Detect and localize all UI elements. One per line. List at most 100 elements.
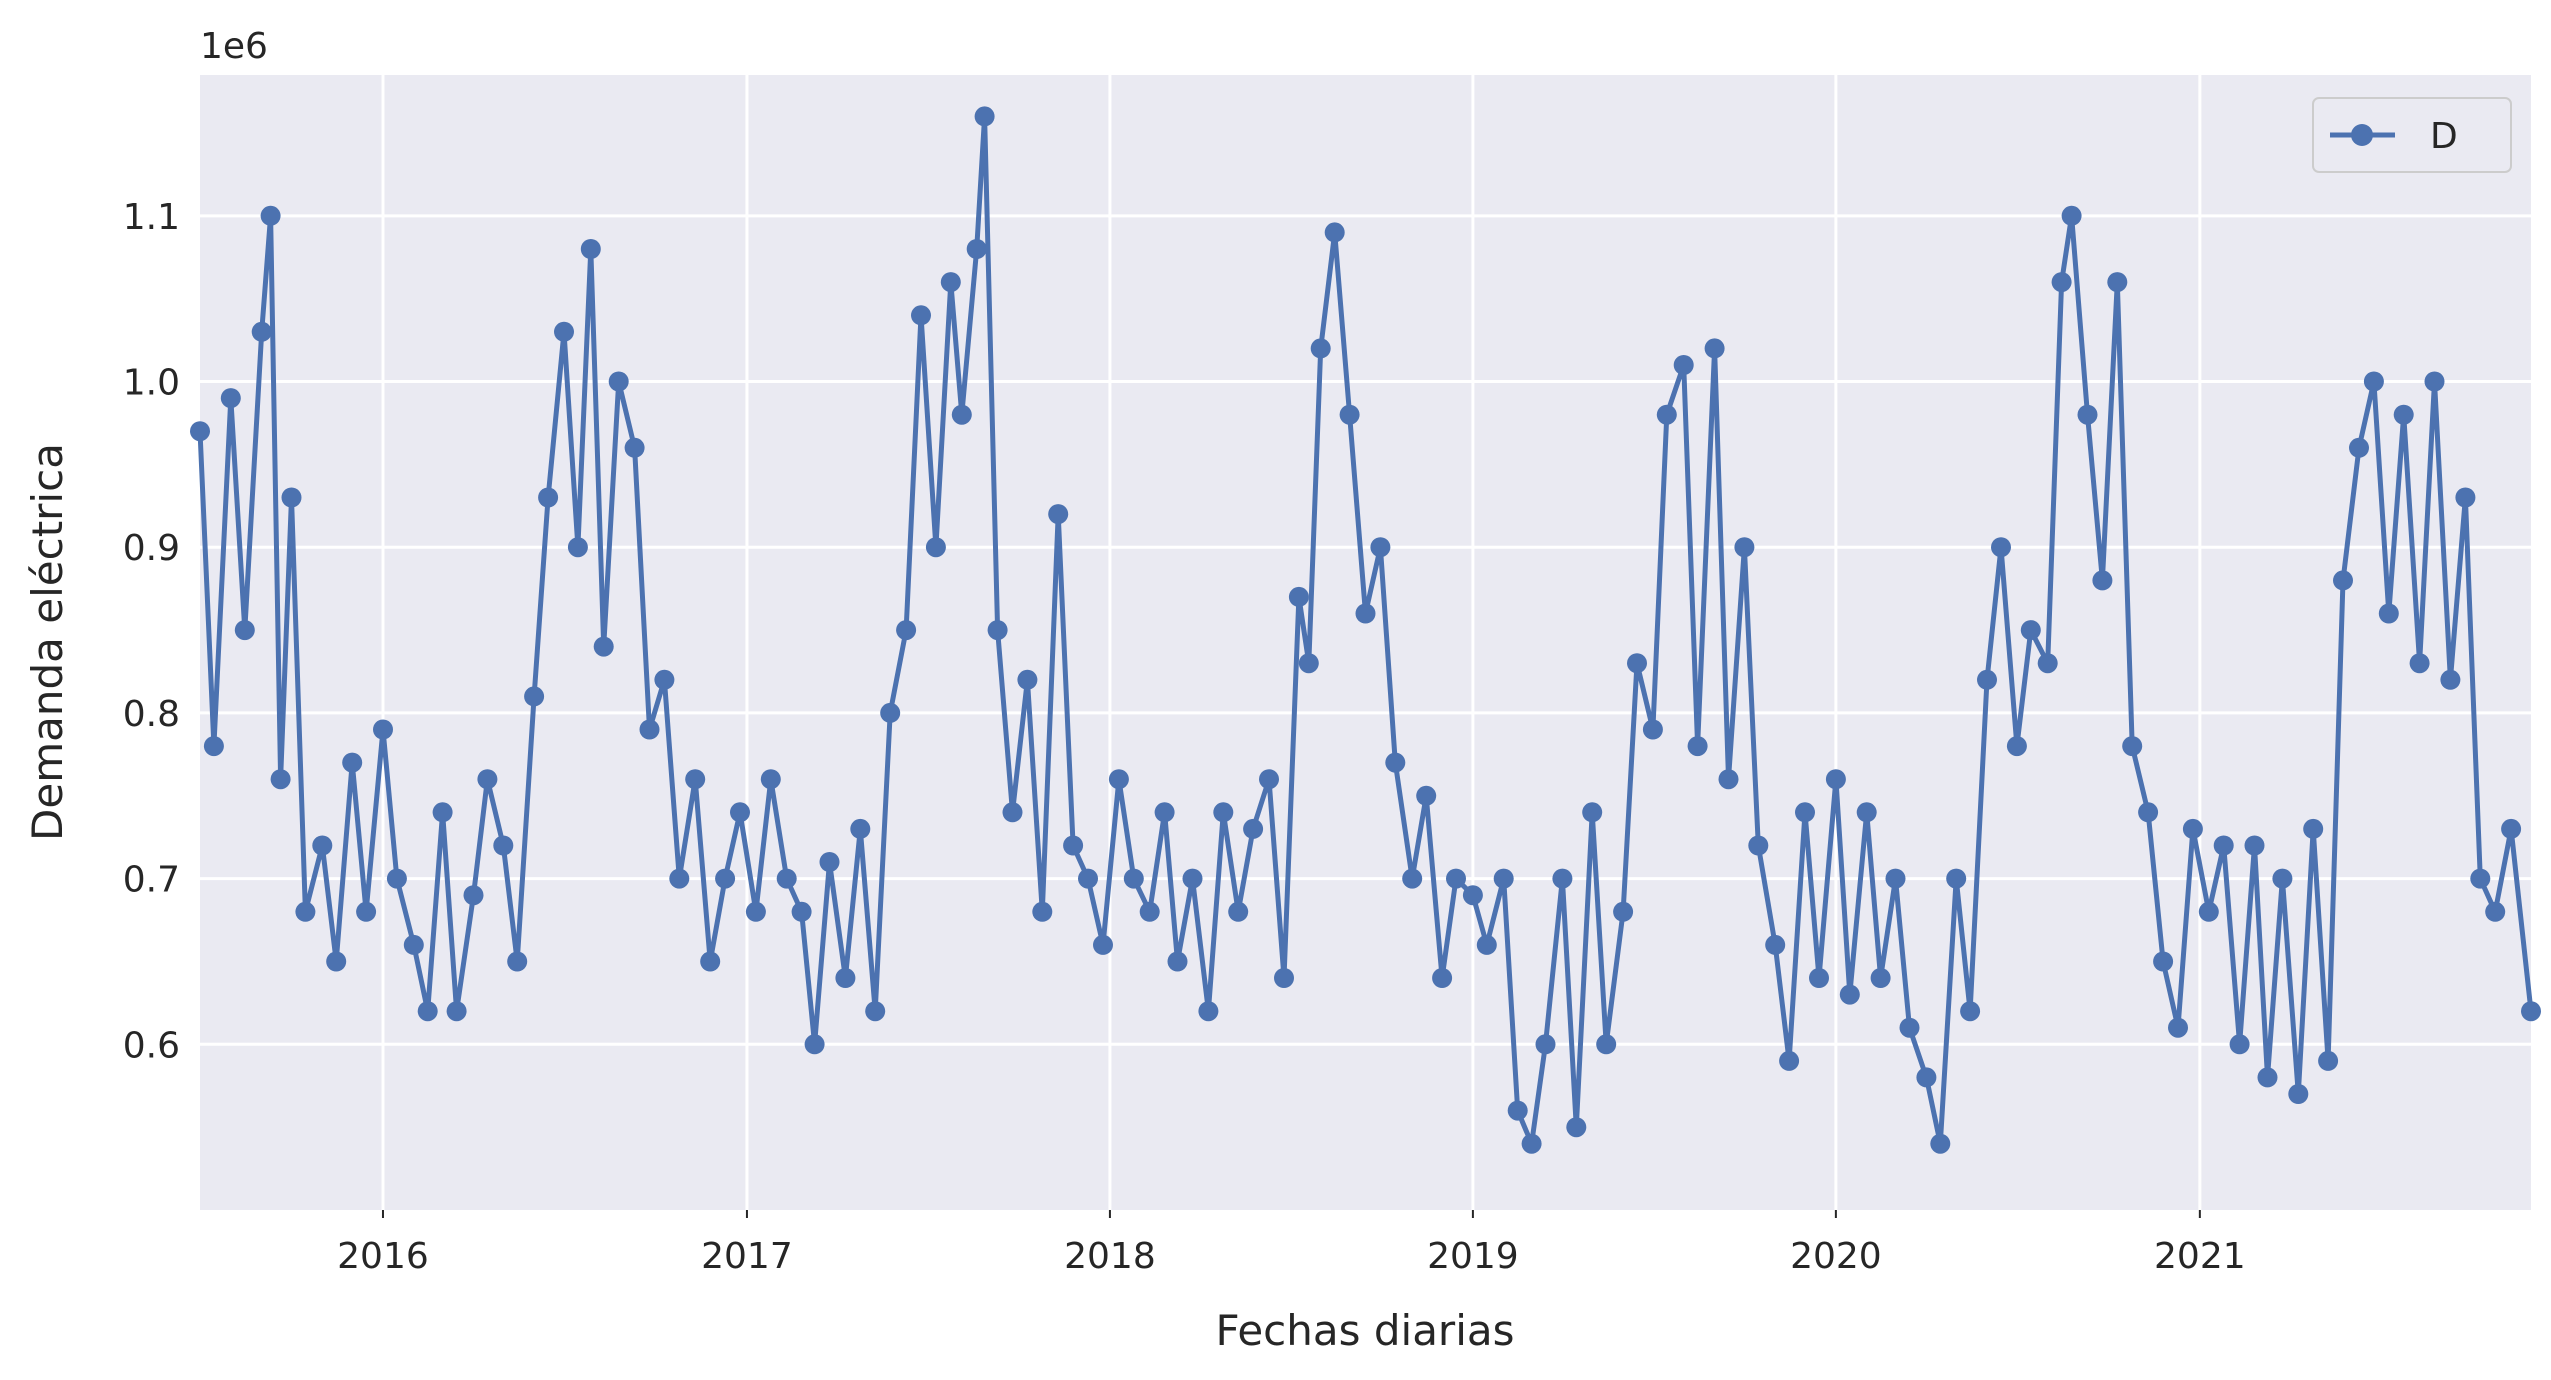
data-point bbox=[1355, 603, 1376, 624]
data-point bbox=[1432, 968, 1453, 988]
legend: D bbox=[2312, 97, 2512, 173]
series-layer bbox=[190, 106, 2541, 1154]
data-point bbox=[1228, 901, 1249, 922]
data-point bbox=[850, 818, 871, 839]
data-point bbox=[1656, 404, 1677, 425]
data-point bbox=[669, 868, 690, 889]
data-point bbox=[1154, 802, 1175, 823]
data-point bbox=[1673, 355, 1694, 375]
data-point bbox=[2455, 487, 2476, 508]
data-point bbox=[1734, 537, 1755, 558]
data-point bbox=[1795, 802, 1815, 823]
data-point bbox=[896, 620, 917, 641]
data-point bbox=[2244, 835, 2265, 856]
data-point bbox=[1493, 868, 1514, 889]
y-tick-label: 0.6 bbox=[123, 1025, 180, 1066]
y-tick-label: 0.7 bbox=[123, 860, 180, 901]
data-point bbox=[493, 835, 514, 856]
data-point bbox=[203, 736, 224, 757]
y-tick-label: 0.8 bbox=[123, 694, 180, 735]
y-tick-labels: 0.6 0.7 0.8 0.9 1.0 1.1 bbox=[123, 197, 180, 1066]
data-point bbox=[1063, 835, 1084, 856]
data-point bbox=[1885, 868, 1906, 889]
data-point bbox=[2229, 1034, 2250, 1055]
data-point bbox=[2020, 620, 2041, 641]
data-point bbox=[2318, 1050, 2339, 1071]
data-point bbox=[1704, 338, 1725, 359]
data-point bbox=[730, 802, 750, 823]
data-point bbox=[745, 901, 766, 922]
data-point bbox=[1182, 868, 1203, 889]
data-point bbox=[2409, 653, 2430, 674]
data-point bbox=[2061, 205, 2082, 226]
data-point bbox=[940, 272, 961, 293]
data-point bbox=[2198, 901, 2219, 922]
data-point bbox=[1259, 769, 1279, 790]
data-point bbox=[1324, 222, 1345, 243]
data-point bbox=[2288, 1084, 2309, 1104]
data-point bbox=[974, 106, 995, 127]
data-point bbox=[2363, 371, 2384, 392]
data-point bbox=[580, 239, 601, 259]
data-point bbox=[1462, 885, 1483, 906]
legend-marker bbox=[2351, 124, 2373, 146]
data-point bbox=[2037, 653, 2058, 674]
x-tick-label: 2016 bbox=[337, 1236, 429, 1277]
data-point bbox=[1977, 669, 1997, 690]
data-point bbox=[1507, 1100, 1528, 1121]
data-point bbox=[538, 487, 559, 508]
data-point bbox=[386, 868, 407, 889]
data-point bbox=[281, 487, 302, 508]
data-point bbox=[1123, 868, 1144, 889]
data-point bbox=[835, 968, 856, 988]
data-point bbox=[951, 404, 972, 425]
data-point bbox=[2107, 272, 2128, 293]
data-point bbox=[1535, 1034, 1556, 1055]
data-point bbox=[463, 885, 484, 906]
data-point bbox=[2153, 951, 2174, 972]
data-point bbox=[804, 1034, 825, 1055]
data-point bbox=[654, 669, 675, 690]
data-point bbox=[2006, 736, 2027, 757]
data-point bbox=[1017, 669, 1038, 690]
data-point bbox=[1825, 769, 1846, 790]
data-point bbox=[2051, 272, 2072, 293]
data-point bbox=[2440, 669, 2461, 690]
data-point bbox=[1198, 1001, 1219, 1022]
x-tick-label: 2021 bbox=[2154, 1236, 2246, 1277]
data-point bbox=[1167, 951, 1188, 972]
data-point bbox=[2303, 818, 2324, 839]
data-point bbox=[1687, 736, 1708, 757]
data-point bbox=[639, 719, 660, 740]
data-point bbox=[2333, 570, 2353, 591]
data-point bbox=[608, 371, 629, 392]
data-point bbox=[403, 934, 424, 955]
x-tick-label: 2018 bbox=[1064, 1236, 1156, 1277]
data-point bbox=[2213, 835, 2234, 856]
data-point bbox=[1870, 968, 1891, 988]
data-point bbox=[251, 321, 272, 342]
data-point bbox=[524, 686, 545, 707]
legend-box bbox=[2312, 97, 2512, 173]
data-point bbox=[2138, 802, 2159, 823]
data-point bbox=[1093, 934, 1113, 955]
data-point bbox=[987, 620, 1008, 641]
data-point bbox=[1032, 901, 1053, 922]
data-point bbox=[312, 835, 333, 856]
data-point bbox=[1002, 802, 1023, 823]
data-point bbox=[1243, 818, 1264, 839]
x-axis-title: Fechas diarias bbox=[1215, 1306, 1514, 1355]
data-point bbox=[1839, 984, 1860, 1005]
y-gridlines bbox=[200, 214, 2531, 1046]
data-point bbox=[1108, 769, 1129, 790]
data-point bbox=[685, 769, 706, 790]
data-point bbox=[1274, 968, 1294, 988]
data-point bbox=[295, 901, 316, 922]
data-point bbox=[2077, 404, 2098, 425]
data-point bbox=[624, 437, 645, 458]
data-point bbox=[1416, 785, 1437, 806]
data-point bbox=[220, 388, 241, 409]
data-point bbox=[1048, 504, 1069, 525]
data-point bbox=[1899, 1017, 1920, 1038]
